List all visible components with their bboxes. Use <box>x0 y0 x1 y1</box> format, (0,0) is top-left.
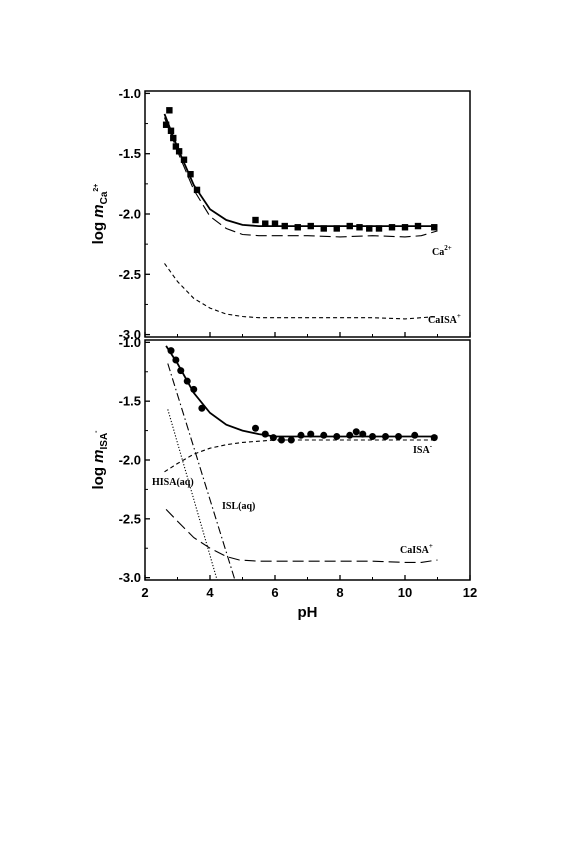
y-label-main: log <box>90 218 107 245</box>
data-point-square <box>333 225 340 232</box>
plot-area <box>164 345 438 580</box>
data-point-square <box>262 220 269 227</box>
data-point-circle <box>190 385 198 393</box>
y-tick-label: -1.5 <box>119 394 141 409</box>
data-point-circle <box>346 431 354 439</box>
y-tick-label: -2.5 <box>119 511 141 526</box>
data-point-square <box>431 224 438 231</box>
plot-frame <box>144 90 471 338</box>
y-tick-label: -2.0 <box>119 453 141 468</box>
series-label: HISA(aq) <box>152 477 194 488</box>
data-point-circle <box>320 431 328 439</box>
data-point-square <box>167 127 175 134</box>
y-tick-label: -1.5 <box>119 146 141 161</box>
data-point-square <box>401 224 409 231</box>
y-tick-label: -3.0 <box>119 570 141 585</box>
x-tick-label: 4 <box>206 585 214 600</box>
data-point-circle <box>269 434 277 442</box>
series-label: Ca2+ <box>432 244 452 258</box>
x-axis-label: pH <box>298 604 318 621</box>
data-point-square <box>180 156 188 163</box>
series-line-dotted <box>167 409 218 580</box>
data-point-square <box>356 224 363 231</box>
plot-area <box>162 107 438 320</box>
y-tick-label: -1.0 <box>119 335 141 350</box>
data-point-square <box>388 224 396 231</box>
y-axis-label: log mCa2+ <box>90 184 110 245</box>
data-point-square <box>172 143 180 150</box>
data-point-circle <box>261 430 269 438</box>
data-point-circle <box>359 430 367 438</box>
data-point-circle <box>307 430 315 438</box>
series-line-dashed-short <box>164 439 438 473</box>
x-tick-label: 6 <box>271 585 278 600</box>
x-tick-label: 10 <box>398 585 412 600</box>
data-point-circle <box>369 432 376 440</box>
plot-frame <box>144 339 471 581</box>
y-tick-label: -1.0 <box>119 86 141 101</box>
data-point-square <box>187 171 194 178</box>
data-point-circle <box>278 436 285 444</box>
data-point-circle <box>382 432 389 440</box>
data-point-square <box>281 222 288 230</box>
data-point-square <box>320 225 327 232</box>
series-label: CaISA+ <box>400 542 433 556</box>
series-line-dashdot <box>167 363 236 580</box>
data-point-circle <box>411 431 419 439</box>
data-point-square <box>271 220 279 227</box>
x-tick-label: 8 <box>336 585 343 600</box>
data-point-square <box>193 186 201 194</box>
data-point-circle <box>333 432 341 440</box>
data-point-circle <box>167 347 175 355</box>
data-point-square <box>252 216 259 224</box>
data-point-square <box>170 134 177 142</box>
data-point-circle <box>297 431 305 439</box>
y-label-symbol: m <box>90 450 107 463</box>
y-label-symbol: m <box>90 204 107 217</box>
data-point-circle <box>183 377 191 385</box>
data-point-circle <box>252 424 259 432</box>
series-line-dashed-long <box>163 117 438 238</box>
series-label: ISA- <box>413 442 433 456</box>
data-point-circle <box>198 404 206 412</box>
series-line-dashed-short <box>164 263 438 320</box>
y-tick-label: -3.0 <box>119 327 141 342</box>
data-point-circle <box>352 428 360 436</box>
data-point-square <box>294 224 301 231</box>
series-line-dashed-long <box>165 509 438 563</box>
data-point-square <box>307 222 314 230</box>
x-tick-label: 12 <box>463 585 477 600</box>
y-label-sup: - <box>93 430 100 433</box>
y-tick-label: -2.5 <box>119 267 141 282</box>
data-point-square <box>375 225 383 232</box>
data-point-square <box>414 222 422 230</box>
data-point-square <box>166 107 173 114</box>
data-point-circle <box>395 432 402 440</box>
series-line-solid <box>163 113 438 227</box>
y-tick-label: -2.0 <box>119 207 141 222</box>
y-label-sub: ISA <box>99 433 110 450</box>
data-point-square <box>162 121 170 128</box>
data-point-square <box>366 225 373 232</box>
y-label-sub: Ca <box>99 191 110 204</box>
data-point-circle <box>287 436 295 444</box>
y-label-sup: 2+ <box>93 184 100 192</box>
data-point-circle <box>430 434 438 442</box>
series-label: ISL(aq) <box>222 501 255 512</box>
data-point-square <box>346 222 353 230</box>
y-label-main: log <box>90 463 107 490</box>
x-tick-label: 2 <box>141 585 148 600</box>
y-axis-label: log mISA- <box>90 430 110 490</box>
series-label: CaISA+ <box>428 312 461 326</box>
data-point-circle <box>172 356 180 364</box>
data-point-square <box>175 148 183 155</box>
series-line-solid <box>165 345 438 438</box>
data-point-circle <box>177 367 185 375</box>
